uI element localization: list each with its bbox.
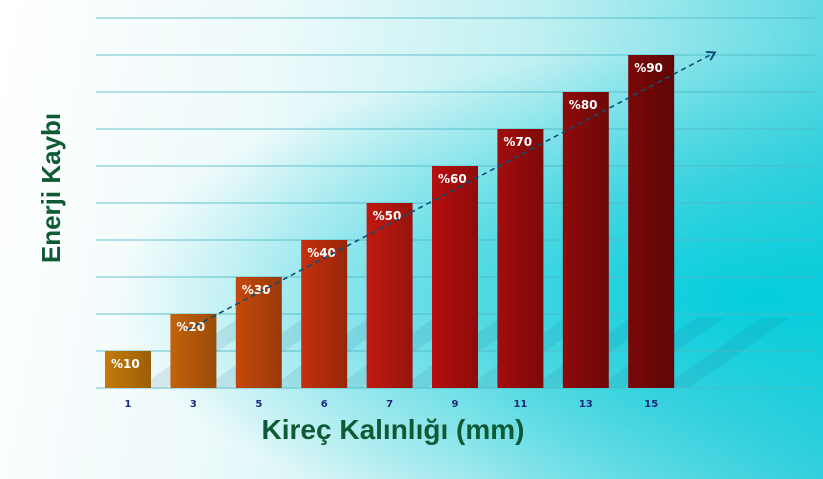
bar-data-label: %40 (307, 246, 336, 260)
bars (105, 55, 675, 388)
trend-arrow (187, 53, 714, 331)
bar (105, 351, 151, 388)
bar-data-label: %60 (438, 172, 467, 186)
bar-data-label: %20 (176, 320, 205, 334)
x-tick-label: 11 (513, 399, 527, 410)
x-tick-label: 9 (452, 399, 459, 410)
bar (432, 166, 478, 388)
y-axis-label: Enerji Kaybı (36, 113, 66, 263)
x-tick-label: 15 (644, 399, 658, 410)
trendline (187, 53, 714, 331)
x-axis-ticks: 1 3 5 6 7 9 11 13 15 (125, 399, 659, 410)
x-tick-label: 3 (190, 399, 197, 410)
bar-data-label: %10 (111, 357, 140, 371)
bar (562, 92, 609, 388)
x-axis-label: Kireç Kalınlığı (mm) (262, 414, 525, 445)
bar (170, 314, 217, 388)
bar-data-label: %90 (634, 61, 663, 75)
bar (301, 240, 348, 388)
bar-data-label: %50 (373, 209, 402, 223)
x-tick-label: 1 (125, 399, 132, 410)
x-tick-label: 7 (386, 399, 393, 410)
x-tick-label: 6 (321, 399, 328, 410)
x-tick-label: 13 (579, 399, 593, 410)
bar (497, 129, 544, 388)
bar-data-label: %30 (242, 283, 271, 297)
bar-data-label: %70 (503, 135, 532, 149)
bar (366, 203, 413, 388)
bar-data-label: %80 (569, 98, 598, 112)
data-labels: %10 %20 %30 %40 %50 %60 %70 %80 %90 (111, 61, 663, 371)
bar (235, 277, 282, 388)
bar (628, 55, 675, 388)
x-tick-label: 5 (255, 399, 262, 410)
bar-shadow (661, 318, 790, 388)
